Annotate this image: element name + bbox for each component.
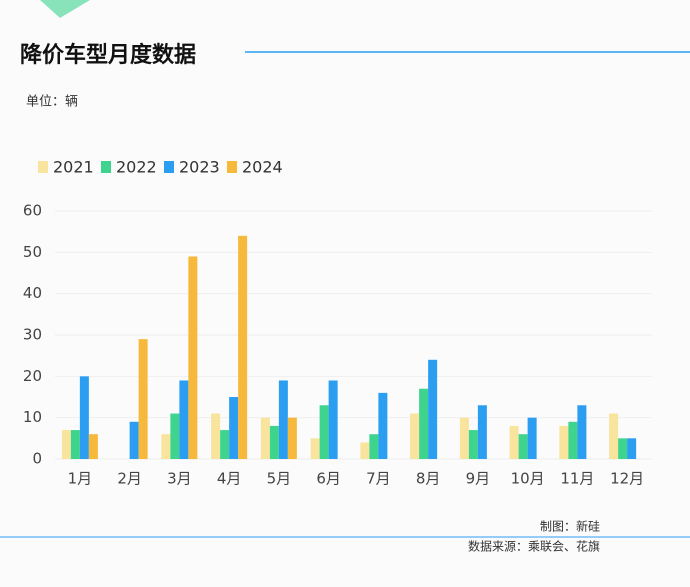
y-tick-label: 30 [23,326,42,344]
legend-label: 2023 [179,158,220,177]
bar [88,434,98,459]
bar [238,235,248,459]
bar [419,388,429,459]
bar [527,417,537,459]
x-tick-label: 12月 [610,470,644,488]
legend-swatch [101,161,111,173]
legend-swatch [164,161,174,173]
y-tick-label: 20 [23,367,42,385]
bar [310,438,320,459]
bar [260,417,270,459]
legend-swatch [227,161,237,173]
bar [129,421,139,459]
bar [568,421,578,459]
legend-swatch [38,161,48,173]
legend-label: 2024 [242,158,283,177]
bar [278,380,288,459]
bar [61,430,71,459]
bar [468,430,478,459]
bar [559,425,569,459]
bar [211,413,221,459]
y-tick-label: 0 [32,450,42,468]
x-tick-label: 1月 [68,470,93,488]
bar [179,380,189,459]
bar [577,405,587,459]
bar [627,438,637,459]
bar [509,425,519,459]
x-tick-label: 7月 [366,470,391,488]
legend-label: 2021 [53,158,94,177]
bar [269,425,279,459]
bar [618,438,628,459]
bar [138,339,148,459]
bar [328,380,338,459]
decoration [40,0,90,18]
bar [518,434,528,459]
credit: 制图：新硅 [540,519,600,534]
x-tick-label: 4月 [217,470,242,488]
y-tick-label: 60 [23,202,42,220]
bar [287,417,297,459]
x-tick-label: 11月 [560,470,594,488]
x-tick-label: 5月 [267,470,292,488]
unit-label: 单位：辆 [26,95,78,110]
bar [410,413,420,459]
bar [477,405,487,459]
x-tick-label: 3月 [167,470,192,488]
bar [79,376,89,459]
bar [161,434,171,459]
bar [229,397,239,459]
bar [170,413,180,459]
bar [459,417,469,459]
bar [369,434,379,459]
x-tick-label: 8月 [416,470,441,488]
bar [428,359,438,459]
y-tick-label: 40 [23,284,42,302]
bar [609,413,619,459]
x-tick-label: 10月 [511,470,545,488]
source: 数据来源：乘联会、花旗 [468,539,600,554]
legend-label: 2022 [116,158,157,177]
bar [188,256,198,459]
y-tick-label: 10 [23,408,42,426]
x-tick-label: 6月 [316,470,341,488]
x-tick-label: 9月 [466,470,491,488]
bar [220,430,230,459]
bar [319,405,329,459]
chart-title: 降价车型月度数据 [20,42,196,68]
x-tick-label: 2月 [117,470,142,488]
y-tick-label: 50 [23,243,42,261]
bar [360,442,370,459]
bar [378,392,388,459]
bar [70,430,80,459]
